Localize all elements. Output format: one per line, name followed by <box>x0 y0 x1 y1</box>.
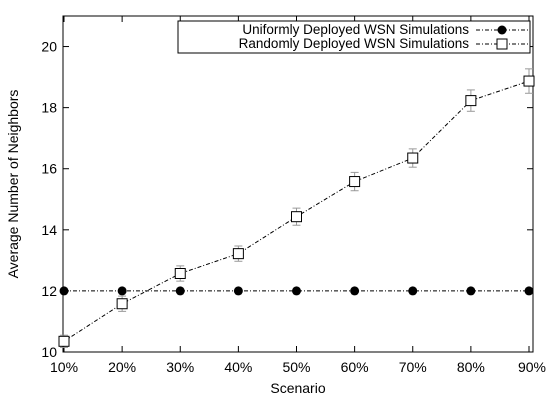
legend: Uniformly Deployed WSN Simulations Rando… <box>177 20 531 54</box>
data-point-uniform <box>59 286 69 296</box>
x-tick-label: 90% <box>518 359 546 375</box>
y-tick-label: 14 <box>41 222 57 238</box>
x-tick-label: 50% <box>282 359 310 375</box>
data-point-random <box>523 75 535 87</box>
data-point-random <box>465 95 477 107</box>
data-point-random <box>58 335 70 347</box>
data-point-uniform <box>350 286 360 296</box>
x-tick-label: 10% <box>50 359 78 375</box>
plot-frame <box>62 15 534 353</box>
data-point-uniform <box>408 286 418 296</box>
x-tick-label: 80% <box>457 359 485 375</box>
y-axis-title: Average Number of Neighbors <box>5 90 21 279</box>
x-tick-label: 70% <box>399 359 427 375</box>
axis-ticks: 10 12 14 16 18 20 10% 20% 30% 40% 50% 60% 70% 80% 90% <box>41 16 546 375</box>
y-tick-label: 10 <box>41 344 57 360</box>
x-tick-label: 30% <box>166 359 194 375</box>
series-layer <box>58 68 535 348</box>
data-point-uniform <box>175 286 185 296</box>
x-tick-label: 40% <box>224 359 252 375</box>
data-point-random <box>291 211 302 223</box>
y-tick-label: 20 <box>41 39 57 55</box>
data-point-uniform <box>292 286 301 296</box>
x-tick-label: 60% <box>341 359 369 375</box>
data-point-uniform <box>466 286 476 296</box>
x-tick-label: 20% <box>108 359 136 375</box>
series-line-random <box>63 80 530 342</box>
data-point-random <box>407 152 419 164</box>
legend-label-uniform: Uniformly Deployed WSN Simulations <box>242 22 469 37</box>
legend-marker-uniform <box>497 25 507 35</box>
data-point-uniform <box>524 286 534 296</box>
data-point-uniform <box>117 286 127 296</box>
data-point-random <box>116 298 128 310</box>
legend-label-random: Randomly Deployed WSN Simulations <box>239 36 470 51</box>
y-tick-label: 18 <box>41 100 57 116</box>
y-tick-label: 12 <box>41 283 57 299</box>
data-point-uniform <box>233 286 243 296</box>
data-point-random <box>232 248 244 260</box>
legend-box <box>177 20 531 54</box>
data-point-random <box>349 176 361 188</box>
x-axis-title: Scenario <box>270 380 325 396</box>
y-tick-label: 16 <box>41 161 57 177</box>
legend-marker-random <box>496 38 508 50</box>
data-point-random <box>174 267 186 279</box>
